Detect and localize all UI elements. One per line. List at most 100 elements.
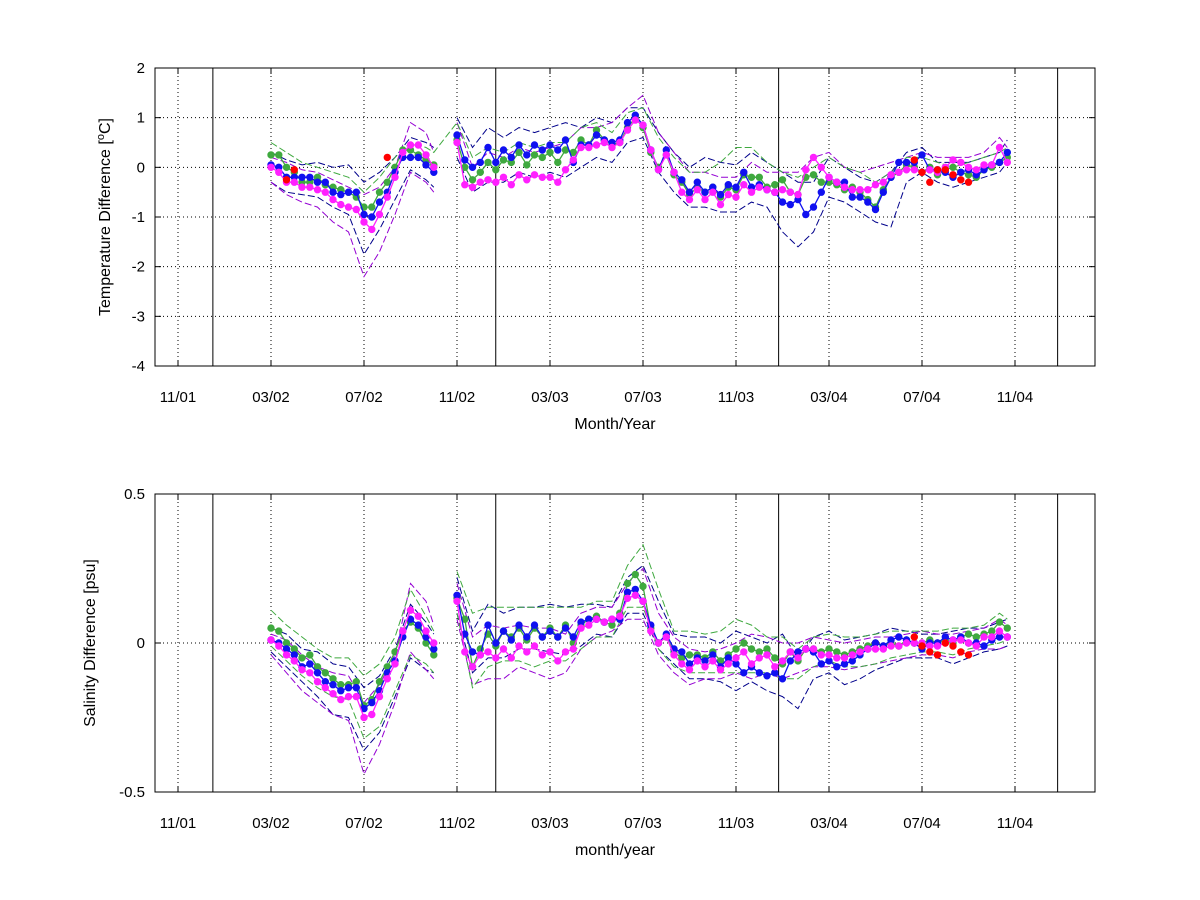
data-point-blue bbox=[871, 639, 880, 647]
data-point-magenta bbox=[771, 663, 779, 671]
data-point-blue bbox=[313, 669, 322, 677]
data-point-green bbox=[275, 151, 283, 159]
data-point-magenta bbox=[492, 178, 500, 186]
data-point-green bbox=[368, 203, 376, 211]
data-point-magenta bbox=[538, 651, 546, 659]
data-point-blue bbox=[1003, 148, 1011, 157]
data-point-blue bbox=[538, 633, 546, 641]
data-point-green bbox=[1003, 624, 1011, 632]
data-point-red bbox=[926, 178, 934, 186]
band-line-darkblue bbox=[456, 564, 1008, 659]
data-point-magenta bbox=[321, 188, 329, 196]
data-point-blue bbox=[693, 178, 701, 186]
x-tick-label: 11/03 bbox=[718, 815, 754, 832]
data-point-green bbox=[778, 176, 787, 184]
data-point-blue bbox=[848, 657, 856, 665]
data-point-green bbox=[732, 645, 740, 653]
y-tick-label: 0 bbox=[137, 635, 145, 652]
data-point-red bbox=[941, 166, 949, 174]
data-point-blue bbox=[306, 173, 314, 182]
data-point-magenta bbox=[391, 173, 399, 182]
data-point-magenta bbox=[856, 186, 864, 194]
data-point-magenta bbox=[670, 168, 678, 177]
data-point-magenta bbox=[856, 648, 864, 656]
data-point-magenta bbox=[654, 166, 663, 174]
x-tick-label: 11/04 bbox=[997, 815, 1033, 832]
data-point-green bbox=[337, 681, 345, 689]
data-point-magenta bbox=[778, 657, 787, 665]
data-point-magenta bbox=[639, 597, 647, 605]
y-tick-label: -2 bbox=[132, 259, 145, 276]
data-point-magenta bbox=[662, 151, 670, 159]
data-point-magenta bbox=[298, 183, 306, 191]
data-point-magenta bbox=[747, 188, 756, 196]
data-point-red bbox=[933, 166, 942, 174]
data-point-blue bbox=[678, 648, 686, 656]
data-point-blue bbox=[778, 198, 787, 206]
band-line-green bbox=[270, 588, 435, 677]
data-point-green bbox=[383, 178, 391, 186]
data-point-magenta bbox=[809, 645, 818, 653]
data-point-blue bbox=[554, 633, 562, 641]
data-point-blue bbox=[716, 190, 725, 199]
data-point-blue bbox=[352, 188, 360, 196]
data-point-green bbox=[639, 582, 647, 591]
band-line-darkblue bbox=[270, 136, 435, 183]
x-tick-label: 03/02 bbox=[252, 389, 290, 406]
data-point-magenta bbox=[747, 660, 756, 668]
data-point-magenta bbox=[344, 692, 353, 701]
data-point-blue bbox=[492, 158, 500, 167]
y-tick-label: 2 bbox=[137, 60, 145, 77]
data-point-green bbox=[631, 570, 639, 579]
data-point-blue bbox=[368, 698, 376, 707]
data-point-green bbox=[972, 633, 980, 641]
data-point-magenta bbox=[964, 163, 973, 172]
data-point-magenta bbox=[484, 176, 492, 184]
data-point-magenta bbox=[771, 188, 779, 196]
data-point-magenta bbox=[344, 203, 353, 211]
data-point-blue bbox=[623, 588, 632, 596]
data-point-blue bbox=[313, 178, 322, 186]
data-point-blue bbox=[709, 651, 717, 659]
data-point-magenta bbox=[840, 183, 849, 191]
data-point-blue bbox=[515, 621, 523, 629]
data-point-magenta bbox=[848, 651, 856, 659]
data-point-magenta bbox=[949, 156, 957, 164]
band-line-purple bbox=[270, 171, 435, 278]
data-point-green bbox=[523, 161, 531, 169]
data-point-blue bbox=[306, 660, 314, 668]
data-point-green bbox=[755, 648, 763, 656]
data-point-blue bbox=[414, 621, 422, 629]
data-point-magenta bbox=[817, 163, 825, 172]
data-point-blue bbox=[360, 210, 368, 219]
data-point-magenta bbox=[430, 639, 438, 647]
data-point-magenta bbox=[1003, 158, 1011, 167]
data-point-blue bbox=[895, 158, 903, 167]
data-point-magenta bbox=[786, 648, 794, 656]
data-point-magenta bbox=[895, 642, 903, 650]
data-point-green bbox=[492, 166, 500, 174]
data-point-magenta bbox=[631, 591, 639, 599]
data-point-blue bbox=[538, 146, 546, 154]
data-point-magenta bbox=[592, 615, 601, 623]
data-point-red bbox=[964, 178, 973, 186]
data-point-magenta bbox=[461, 648, 469, 656]
data-point-green bbox=[546, 148, 554, 157]
data-point-magenta bbox=[763, 651, 771, 659]
data-point-magenta bbox=[306, 183, 314, 191]
data-point-green bbox=[298, 654, 306, 662]
data-point-magenta bbox=[507, 654, 515, 662]
series-line-blue bbox=[270, 156, 435, 218]
data-point-magenta bbox=[329, 195, 337, 204]
data-point-blue bbox=[980, 642, 988, 650]
series-line-blue bbox=[270, 618, 435, 710]
data-point-green bbox=[484, 158, 492, 167]
data-point-magenta bbox=[871, 181, 880, 189]
y-axis-label-superscript: o bbox=[95, 134, 107, 140]
data-point-magenta bbox=[972, 166, 980, 174]
data-point-blue bbox=[515, 141, 523, 149]
data-point-magenta bbox=[693, 186, 701, 194]
data-point-blue bbox=[554, 146, 562, 154]
data-point-green bbox=[964, 630, 973, 638]
data-point-magenta bbox=[406, 606, 415, 614]
